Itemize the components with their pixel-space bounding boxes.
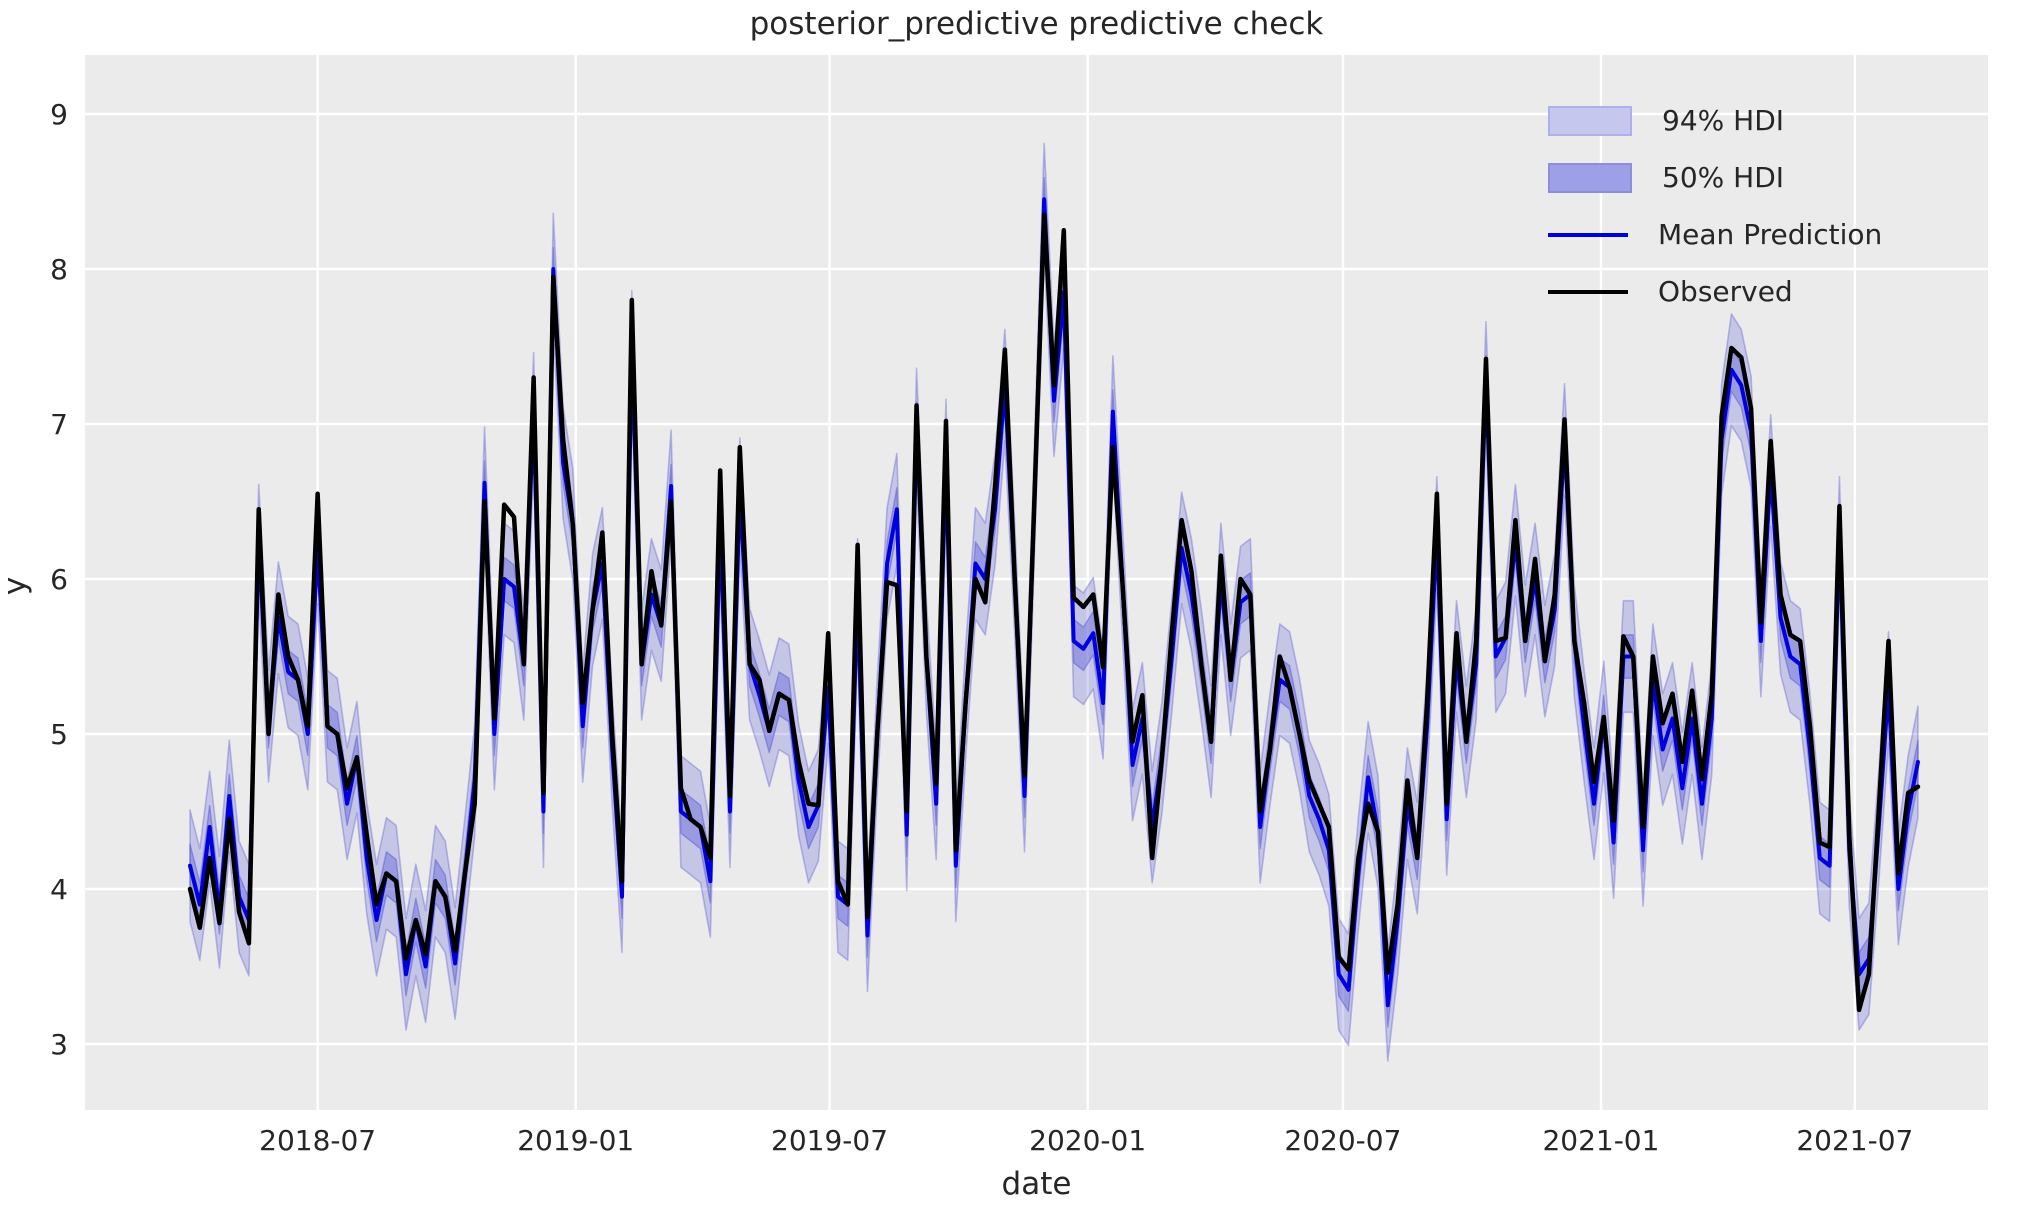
observed-line-swatch-icon: [1548, 289, 1628, 294]
x-tick-label: 2020-07: [1284, 1124, 1401, 1157]
legend-label: Observed: [1658, 275, 1793, 308]
x-tick-label: 2019-07: [771, 1124, 888, 1157]
mean-line-swatch-icon: [1548, 232, 1628, 237]
y-tick-label: 8: [50, 253, 68, 286]
hdi-50-swatch-icon: [1548, 162, 1632, 193]
x-tick-label: 2020-01: [1029, 1124, 1146, 1157]
chart-title: posterior_predictive predictive check: [749, 6, 1324, 42]
x-tick-label: 2018-07: [259, 1124, 376, 1157]
legend-item-mean-prediction: Mean Prediction: [1548, 206, 1882, 263]
x-tick-label: 2021-01: [1542, 1124, 1659, 1157]
legend-label: Mean Prediction: [1658, 218, 1883, 251]
y-tick-label: 5: [50, 718, 68, 751]
y-tick-label: 6: [50, 563, 68, 596]
x-tick-label: 2019-01: [517, 1124, 634, 1157]
y-tick-label: 3: [50, 1028, 68, 1061]
y-tick-label: 9: [50, 98, 68, 131]
y-axis-label: y: [0, 576, 34, 596]
x-axis-label: date: [1001, 1166, 1072, 1202]
legend-item-observed: Observed: [1548, 263, 1882, 320]
legend-label: 94% HDI: [1662, 104, 1785, 137]
y-tick-label: 7: [50, 408, 68, 441]
y-tick-label: 4: [50, 873, 68, 906]
legend-item-50-hdi: 50% HDI: [1548, 149, 1882, 206]
x-tick-label: 2021-07: [1796, 1124, 1913, 1157]
legend-item-94-hdi: 94% HDI: [1548, 92, 1882, 149]
legend: 94% HDI 50% HDI Mean Prediction Observed: [1548, 92, 1882, 320]
legend-label: 50% HDI: [1662, 161, 1785, 194]
hdi-94-swatch-icon: [1548, 105, 1632, 136]
observed-line: [187, 212, 1921, 1013]
